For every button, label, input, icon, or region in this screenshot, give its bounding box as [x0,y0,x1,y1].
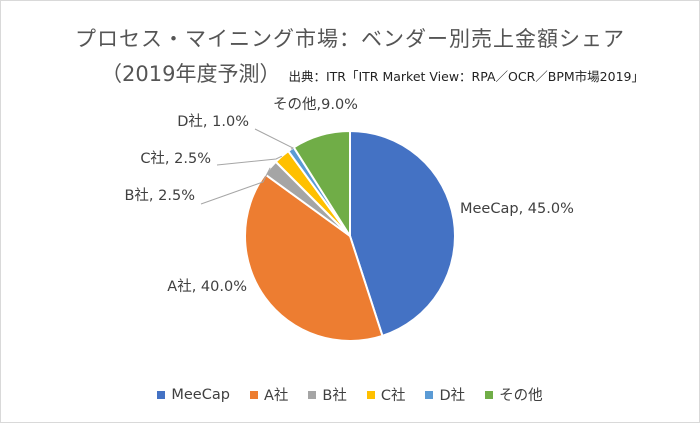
legend-item-meecap: MeeCap [157,384,230,405]
legend-label: B社 [322,388,347,404]
pie-slice-sonota [292,129,351,240]
legend-swatch [308,390,317,399]
leader-line-d-sha [254,128,295,150]
leader-line-c-sha [216,155,283,166]
legend-swatch [366,390,375,399]
chart-subtitle-line: （2019年度予測） 出典：ITR「ITR Market View：RPA／OCR… [101,58,644,88]
legend-label: A社 [263,388,289,404]
chart-source: 出典：ITR「ITR Market View：RPA／OCR／BPM市場2019… [288,69,644,84]
legend-swatch [157,390,166,399]
chart-subtitle: （2019年度予測） [101,62,281,86]
legend-item-a-sha: A社 [249,384,289,405]
data-label-b-sha: B社, 2.5% [124,187,195,204]
legend-label: その他 [499,388,543,404]
legend-label: C社 [380,388,406,404]
data-label-d-sha: D社, 1.0% [177,113,249,130]
legend-item-sonota: その他 [485,384,543,405]
data-label-c-sha: C社, 2.5% [140,150,211,167]
legend-item-b-sha: B社 [308,384,347,405]
legend-item-d-sha: D社 [425,384,465,405]
legend-label: MeeCap [171,386,230,403]
data-label-sonota: その他,9.0% [273,96,358,113]
pie-slice-meecap [349,129,456,338]
legend-item-c-sha: C社 [366,384,406,405]
chart-title: プロセス・マイニング市場：ベンダー別売上金額シェア [75,27,625,51]
data-label-a-sha: A社, 40.0% [167,278,247,295]
legend-label: D社 [439,388,466,404]
leader-line-b-sha [200,167,271,205]
legend-swatch [425,390,434,399]
pie-slice-a-sha [244,172,384,342]
legend: MeeCap A社 B社 C社 D社 その他 [1,384,699,405]
legend-swatch [249,390,258,399]
legend-swatch [485,390,494,399]
data-label-meecap: MeeCap, 45.0% [460,201,574,217]
